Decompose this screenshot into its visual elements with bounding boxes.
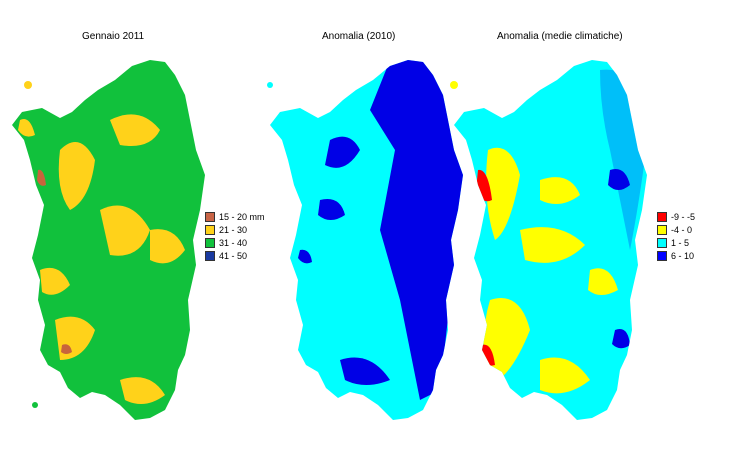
legend-item: 31 - 40 — [205, 237, 265, 249]
legend-item: 41 - 50 — [205, 250, 265, 262]
legend-item: -4 - 0 — [657, 224, 695, 236]
legend-swatch — [657, 251, 667, 261]
legend-item: 21 - 30 — [205, 224, 265, 236]
legend-label: 21 - 30 — [219, 225, 248, 235]
legend-anomalia-medie: -9 - -5 -4 - 0 1 - 5 6 - 10 — [657, 211, 695, 263]
panel-title-anomalia-2010: Anomalia (2010) — [322, 31, 396, 42]
legend-label: -9 - -5 — [671, 212, 696, 222]
legend-gennaio: 15 - 20 mm 21 - 30 31 - 40 41 - 50 — [205, 211, 265, 263]
legend-label: -4 - 0 — [671, 225, 693, 235]
legend-item: 15 - 20 mm — [205, 211, 265, 223]
legend-item: -9 - -5 — [657, 211, 695, 223]
legend-swatch — [205, 225, 215, 235]
precip-patches-1 — [18, 114, 185, 404]
legend-label: 31 - 40 — [219, 238, 248, 248]
legend-swatch — [657, 212, 667, 222]
legend-item: 1 - 5 — [657, 237, 695, 249]
legend-label: 15 - 20 mm — [219, 212, 265, 222]
legend-label: 41 - 50 — [219, 251, 248, 261]
map-gennaio-2011 — [12, 60, 205, 420]
panel-title-gennaio: Gennaio 2011 — [82, 31, 145, 42]
legend-label: 6 - 10 — [671, 251, 695, 261]
legend-swatch — [205, 238, 215, 248]
legend-swatch — [657, 225, 667, 235]
legend-item: 6 - 10 — [657, 250, 695, 262]
legend-swatch — [657, 238, 667, 248]
map-anomalia-2010 — [267, 60, 463, 420]
legend-label: 1 - 5 — [671, 238, 690, 248]
panel-title-anomalia-medie: Anomalia (medie climatiche) — [497, 31, 623, 42]
anomaly-patches-2 — [298, 60, 463, 400]
legend-swatch — [205, 251, 215, 261]
map-anomalia-medie — [450, 60, 647, 420]
legend-swatch — [205, 212, 215, 222]
